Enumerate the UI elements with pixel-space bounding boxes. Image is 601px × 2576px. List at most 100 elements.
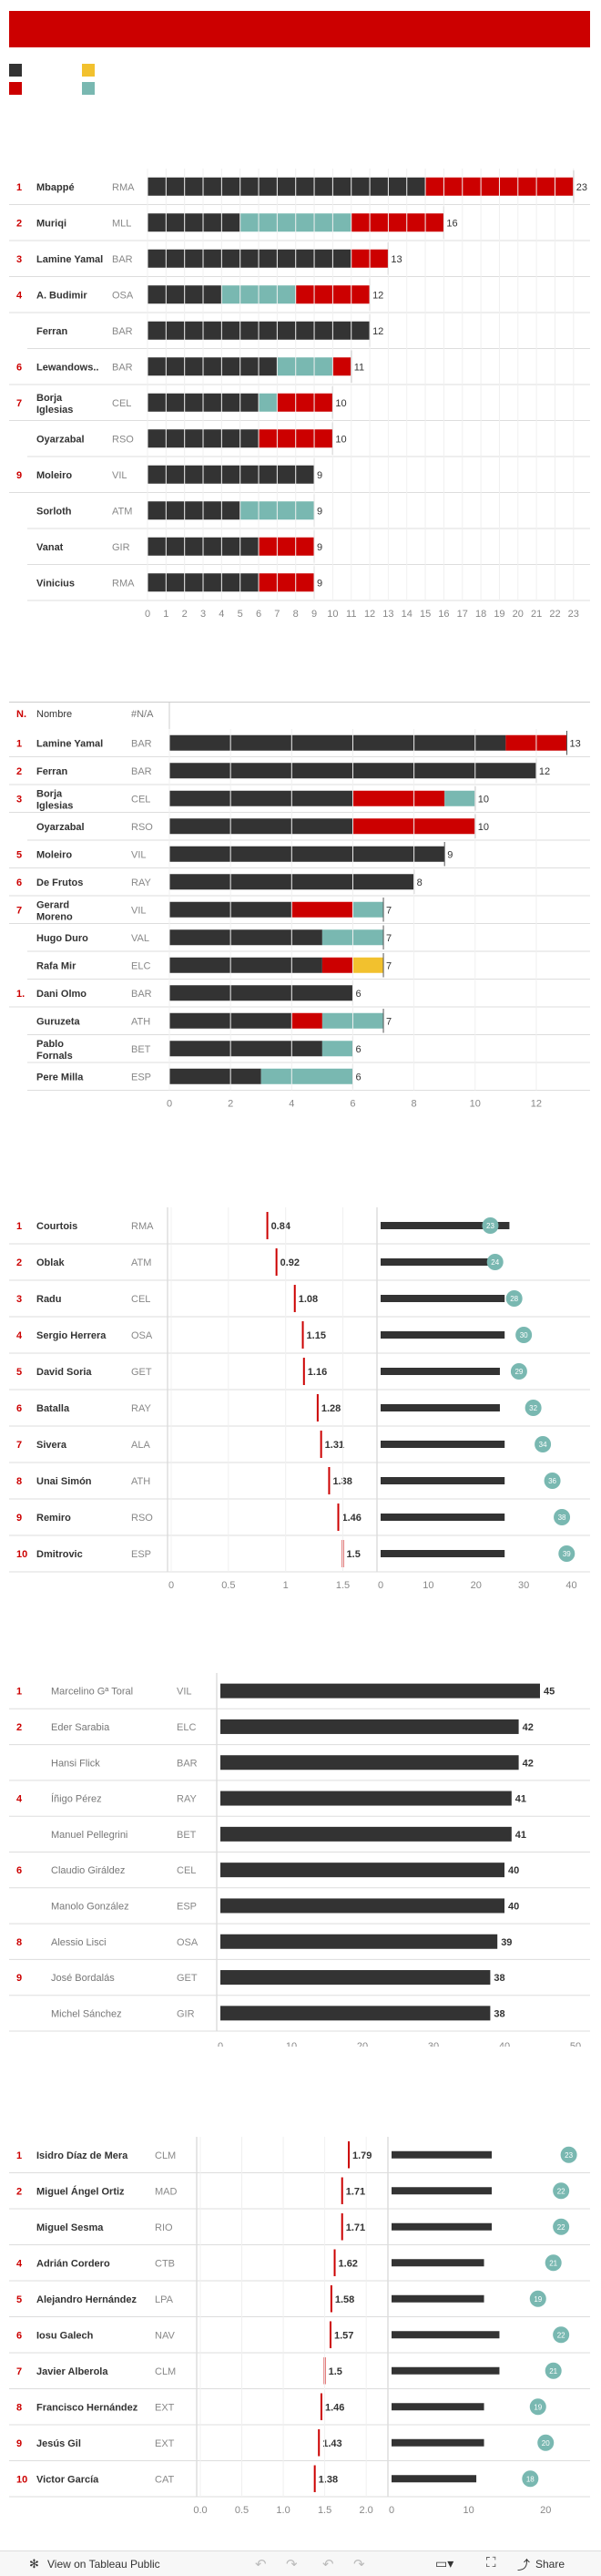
redo-icon[interactable]: ↷ <box>286 2557 298 2572</box>
row-team: ATH <box>131 1016 150 1027</box>
row-team: RAY <box>177 1794 197 1805</box>
chart-coaches: 1 Marcelino Gª Toral VIL 45 2 Eder Sarabia ELC… <box>9 1673 590 2047</box>
dot-mark <box>482 1217 499 1234</box>
bar <box>381 1550 505 1557</box>
row-name: Alessio Lisci <box>51 1937 107 1948</box>
x-tick-label: 10 <box>327 609 338 620</box>
bar-total-label: 9 <box>317 470 322 481</box>
x-tick-label: 4 <box>219 609 224 620</box>
row-name: Sorloth <box>36 506 72 517</box>
row-name: Íñigo Pérez <box>51 1793 102 1805</box>
row-team: RMA <box>112 578 135 589</box>
row-team: NAV <box>155 2330 175 2341</box>
fullscreen-icon[interactable]: ⛶ <box>486 2555 496 2571</box>
bar-segment <box>259 573 315 592</box>
share-icon[interactable]: ⤴ <box>517 2558 530 2572</box>
dot-label: 20 <box>542 2439 550 2448</box>
row-name: Francisco Hernández <box>36 2402 138 2413</box>
row-rank: 7 <box>16 2366 22 2377</box>
bar <box>392 2150 492 2159</box>
bar-label: 45 <box>544 1687 555 1698</box>
row-team: RAY <box>131 1403 151 1414</box>
bar-segment <box>260 1068 353 1084</box>
row-rank: 9 <box>16 2438 22 2449</box>
row-team: CEL <box>177 1865 196 1876</box>
x-tick-label: 9 <box>311 609 317 620</box>
row-team: EXT <box>155 2438 175 2449</box>
row-rank: 6 <box>16 877 22 888</box>
ratio-label: 1.71 <box>346 2186 365 2197</box>
ratio-label: 1.57 <box>334 2330 353 2341</box>
row-rank: 9 <box>16 1513 22 1524</box>
row-rank: 1 <box>16 1687 22 1698</box>
bar-segment <box>169 734 506 751</box>
undo-icon[interactable]: ↶ <box>255 2557 267 2572</box>
x-tick-label: 22 <box>549 609 560 620</box>
dot-label: 22 <box>557 2187 565 2195</box>
view-on-tableau-link[interactable]: View on Tableau Public <box>47 2558 160 2571</box>
bar <box>392 2294 484 2303</box>
refresh-icon[interactable]: ↷ <box>353 2557 365 2572</box>
row-team: RSO <box>112 434 134 445</box>
row-team: ELC <box>131 960 150 971</box>
bar-total-label: 16 <box>446 218 457 229</box>
row-team: CEL <box>131 794 150 805</box>
row-name: Adrián Cordero <box>36 2258 110 2269</box>
row-team: OSA <box>177 1937 199 1948</box>
row-team: BAR <box>131 766 152 777</box>
bar-label: 41 <box>515 1794 526 1805</box>
x-tick-label: 8 <box>293 609 299 620</box>
row-name: Radu <box>36 1294 62 1305</box>
row-rank: 1 <box>16 1221 22 1232</box>
row-team: ELC <box>177 1722 196 1733</box>
dot-mark <box>510 1363 527 1380</box>
x-tick-label: 23 <box>568 609 579 620</box>
bar <box>220 1826 512 1842</box>
bar-total-label: 9 <box>447 849 453 860</box>
share-button[interactable]: Share <box>535 2558 565 2571</box>
dot-label: 23 <box>486 1222 494 1230</box>
download-icon[interactable]: ▭▾ <box>435 2556 454 2571</box>
header-team: #N/A <box>131 709 154 720</box>
header-rank: N. <box>16 709 26 720</box>
revert-icon[interactable]: ↶ <box>322 2557 334 2572</box>
row-rank: 6 <box>16 1865 22 1876</box>
bar-total-label: 13 <box>569 738 580 749</box>
row-team: BET <box>177 1830 197 1841</box>
bar-segment <box>352 901 384 918</box>
bar-total-label: 6 <box>355 1072 361 1083</box>
legend-swatch <box>9 64 22 77</box>
row-rank: 3 <box>16 1294 22 1305</box>
legend-swatch <box>82 64 95 77</box>
row-team: CEL <box>112 398 131 409</box>
bar-total-label: 7 <box>386 905 392 916</box>
bar-total-label: 9 <box>317 578 322 589</box>
row-team: BAR <box>112 254 133 265</box>
x-tick-label-left: 1.5 <box>336 1580 350 1591</box>
row-team: RSO <box>131 822 153 833</box>
bar <box>381 1404 500 1411</box>
x-tick-label: 12 <box>364 609 375 620</box>
row-rank: 8 <box>16 1937 22 1948</box>
row-name: Javier Alberola <box>36 2366 108 2377</box>
bar-segment <box>291 901 353 918</box>
row-rank: 7 <box>16 1440 22 1451</box>
bar-segment <box>352 790 445 806</box>
row-team: MAD <box>155 2186 178 2197</box>
x-tick-label-right: 10 <box>423 1580 433 1591</box>
bar-segment <box>148 501 240 520</box>
row-name: Michel Sánchez <box>51 2008 122 2019</box>
ratio-label: 1.08 <box>299 1294 318 1305</box>
bar <box>381 1514 505 1521</box>
x-tick-label-left: 1.0 <box>276 2505 290 2515</box>
bar <box>392 2475 477 2483</box>
row-name: Moleiro <box>36 470 72 481</box>
dot-mark <box>544 1473 561 1489</box>
row-rank: 1 <box>16 182 22 193</box>
x-tick-label-left: 1 <box>283 1580 289 1591</box>
dot-label: 34 <box>539 1441 547 1449</box>
legend-swatch <box>9 82 22 95</box>
bar-segment <box>169 1068 261 1084</box>
row-name: Lamine Yamal <box>36 254 103 265</box>
row-rank: 9 <box>16 1973 22 1984</box>
